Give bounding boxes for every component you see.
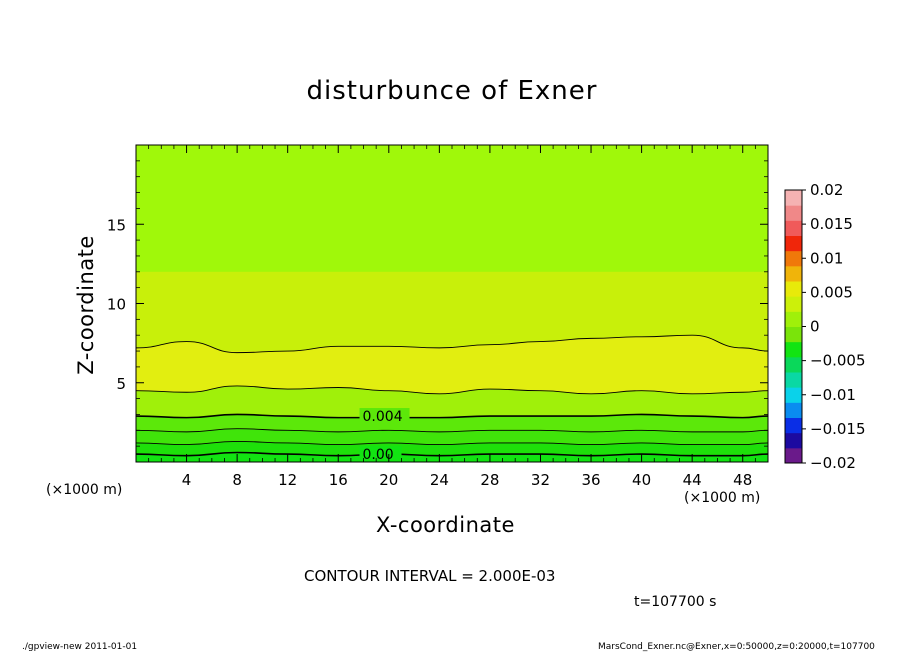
- colorbar-cell: [785, 250, 802, 267]
- colorbar-cell: [785, 447, 802, 464]
- x-unit-label-left: (×1000 m): [46, 482, 123, 498]
- colorbar-cell: [785, 296, 802, 312]
- y-tick-label: 10: [107, 296, 126, 314]
- colorbar-label: −0.02: [810, 454, 856, 472]
- x-unit-label-right: (×1000 m): [684, 490, 761, 506]
- x-tick-label: 8: [232, 471, 242, 489]
- chart-title: disturbunce of Exner: [306, 76, 598, 106]
- x-axis-label: X-coordinate: [376, 513, 515, 537]
- x-tick-label: 12: [278, 471, 297, 489]
- x-tick-label: 36: [581, 471, 600, 489]
- x-tick-label: 24: [430, 471, 449, 489]
- x-tick-label: 4: [182, 471, 192, 489]
- colorbar-cell: [785, 326, 802, 343]
- colorbar-label: 0.015: [810, 215, 853, 233]
- x-tick-label: 32: [531, 471, 550, 489]
- x-tick-label: 48: [733, 471, 752, 489]
- x-tick-label: 40: [632, 471, 651, 489]
- time-text: t=107700 s: [634, 594, 717, 610]
- x-tick-label: 44: [683, 471, 702, 489]
- colorbar-cell: [785, 432, 802, 449]
- colorbar-label: 0: [810, 318, 820, 336]
- y-tick-label: 15: [107, 216, 126, 234]
- colorbar-cell: [785, 205, 802, 221]
- colorbar-cell: [785, 356, 802, 373]
- colorbar-cell: [785, 265, 802, 282]
- x-tick-label: 16: [329, 471, 348, 489]
- y-tick-label: 5: [116, 375, 126, 393]
- footer-right-text: MarsCond_Exner.nc@Exner,x=0:50000,z=0:20…: [598, 642, 875, 652]
- contour-interval-text: CONTOUR INTERVAL = 2.000E-03: [304, 567, 556, 585]
- colorbar-cell: [785, 417, 802, 434]
- colorbar-label: −0.015: [810, 420, 866, 438]
- colorbar-cell: [785, 311, 802, 327]
- contour-line: [135, 334, 769, 354]
- contour-line: [135, 413, 769, 419]
- contour-label-bg: [359, 446, 402, 459]
- contour-line: [135, 440, 769, 446]
- footer-left-text: ./gpview-new 2011-01-01: [22, 642, 138, 652]
- contour-label: 0.004: [363, 409, 403, 425]
- x-tick-label: 20: [379, 471, 398, 489]
- contour-label-bg: [359, 408, 410, 425]
- colorbar-label: 0.01: [810, 249, 843, 267]
- x-tick-label: 28: [480, 471, 499, 489]
- colorbar-cell: [785, 372, 802, 388]
- colorbar-cell: [785, 341, 802, 358]
- colorbar-cell: [785, 402, 802, 418]
- colorbar-label: 0.02: [810, 181, 843, 199]
- contour-line: [135, 451, 769, 457]
- contour-line: [135, 428, 769, 433]
- colorbar-label: −0.01: [810, 386, 856, 404]
- colorbar-label: 0.005: [810, 283, 853, 301]
- colorbar-cell: [785, 190, 802, 206]
- colorbar-cell: [785, 220, 802, 236]
- contour-line: [135, 385, 769, 395]
- colorbar-label: −0.005: [810, 352, 866, 370]
- colorbar-cell: [785, 387, 802, 403]
- colorbar-cell: [785, 235, 802, 252]
- colorbar-cell: [785, 281, 802, 297]
- contour-label: 0.00: [363, 447, 394, 463]
